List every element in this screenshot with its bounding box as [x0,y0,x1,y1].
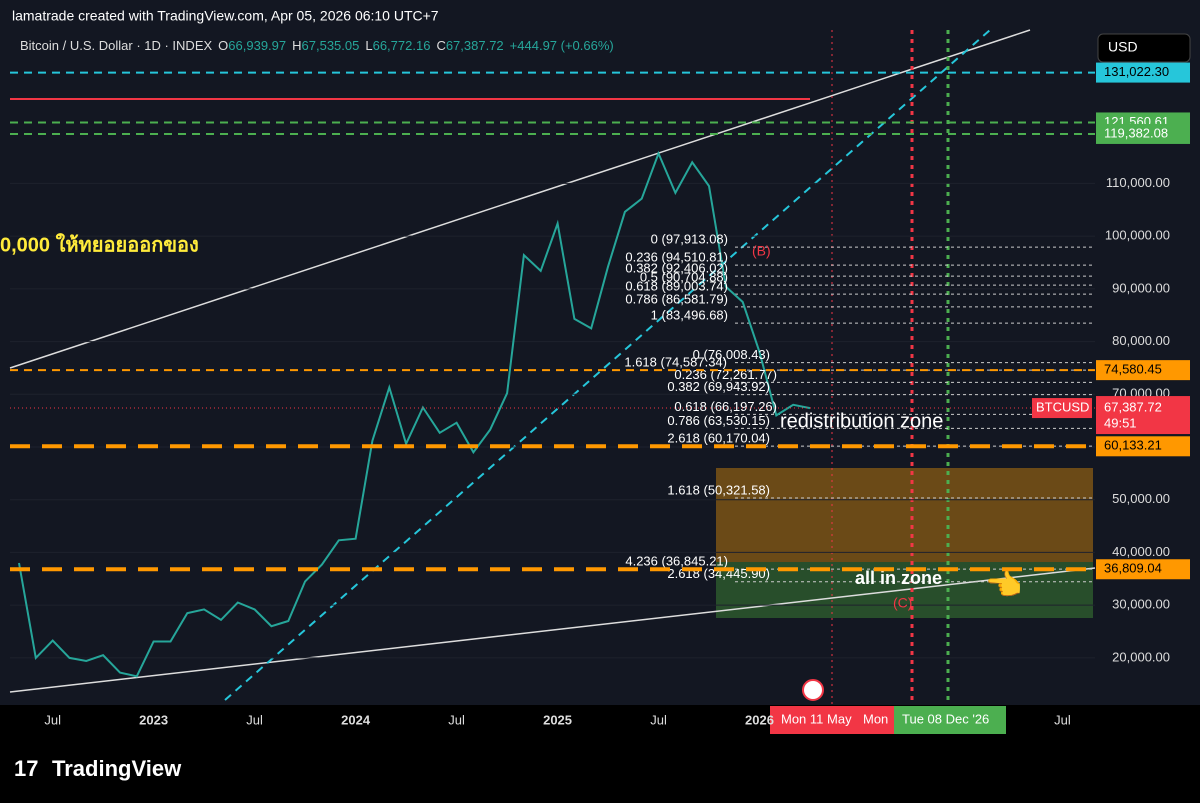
attribution: lamatrade created with TradingView.com, … [12,8,439,24]
level-tag [1096,123,1190,144]
time-marker-bg [770,706,894,734]
y-tick-label: 100,000.00 [1105,228,1170,243]
y-tick-label: 40,000.00 [1112,544,1170,559]
x-tick-label: Jul [246,712,263,727]
l-label: L [365,38,372,53]
low: 66,772.16 [373,38,431,53]
fib-label: 2.618 (60,170.04) [667,431,770,446]
high: 67,535.05 [302,38,360,53]
o-label: O [218,38,228,53]
time-marker: Mon [863,711,888,726]
c-label: C [436,38,445,53]
trendline [9,29,1031,369]
level-label: 131,022.30 [1104,64,1169,79]
fib-label: 0.236 (94,510.81) [625,250,728,265]
brand: TradingView [52,756,182,781]
level-tag [1096,62,1190,83]
x-tick-label: 2025 [543,712,572,727]
y-tick-label: 30,000.00 [1112,597,1170,612]
level-label: 119,382.08 [1104,125,1168,140]
level-label: 36,809.04 [1104,561,1162,576]
price-label: 67,387.72 [1104,399,1162,414]
all-in-label: all in zone [855,568,942,588]
close: 67,387.72 [446,38,504,53]
fib-label: 0 (76,008.43) [693,347,770,362]
wave-b: (B) [752,243,771,259]
open: 66,939.97 [228,38,286,53]
x-tick-label: 2026 [745,712,774,727]
fib-label: 1.618 (74,587.34) [624,355,727,370]
change: +444.97 (+0.66%) [510,38,614,53]
wave-c: (C) [893,595,912,611]
fib-label: 4.236 (36,845.21) [625,554,728,569]
fib-label: 1 (83,496.68) [651,308,728,323]
x-tick-label: 2024 [341,712,371,727]
trendline [224,29,991,701]
fib-label: 0.382 (69,943.92) [667,379,770,394]
fib-label: 0.382 (92,406.02) [625,261,728,276]
time-marker: Tue 08 Dec '26 [902,711,989,726]
fib-label: 0.786 (86,581.79) [625,291,728,306]
y-tick-label: 80,000.00 [1112,333,1170,348]
redistribution-label: redistribution zone [780,410,943,432]
level-tag [1096,559,1190,580]
h-label: H [292,38,301,53]
x-tick-label: Jul [448,712,465,727]
fib-label: 0 (97,913.08) [651,232,728,247]
logo: 17 [14,756,38,781]
symbol-label: BTCUSD [1036,399,1089,414]
x-tick-label: Jul [650,712,667,727]
price-line [18,150,811,678]
footer-bg [0,705,1200,803]
y-tick-label: 90,000.00 [1112,280,1170,295]
y-tick-label: 50,000.00 [1112,491,1170,506]
fib-label: 0.618 (66,197.26) [674,399,777,414]
hand-icon: 👈 [985,568,1022,602]
time-marker-bg [894,706,1006,734]
level-label: 74,580.45 [1104,362,1162,377]
redistribution-box [716,468,1093,562]
x-tick-label: Jul [1054,712,1071,727]
level-tag [1096,436,1190,457]
level-label: 60,133.21 [1104,438,1162,453]
currency-button[interactable] [1097,33,1191,63]
time-marker: Mon 11 May [781,711,852,726]
x-tick-label: Jul [44,712,61,727]
y-tick-label: 20,000.00 [1112,649,1170,664]
fib-label: 0.5 (90,704.88) [640,270,728,285]
price-tag [1096,396,1190,435]
y-tick-label: 110,000.00 [1106,175,1170,190]
fib-label: 1.618 (50,321.58) [667,482,770,497]
level-tag [1096,360,1190,381]
symbol-tag [1032,398,1092,419]
fib-label: 0.618 (89,003.74) [625,279,728,294]
trendline [9,567,1096,693]
currency[interactable]: USD [1108,39,1138,55]
event-icon[interactable] [802,679,824,701]
symbol-line: Bitcoin / U.S. Dollar · 1D · INDEX O66,93… [20,38,614,53]
fib-label: 0.786 (63,530.15) [667,413,770,428]
countdown: 49:51 [1104,415,1137,430]
thai-note: 0,000 ให้ทยอยออกของ [0,232,199,256]
symbol: Bitcoin / U.S. Dollar · 1D · INDEX [20,38,212,53]
x-tick-label: 2023 [139,712,168,727]
